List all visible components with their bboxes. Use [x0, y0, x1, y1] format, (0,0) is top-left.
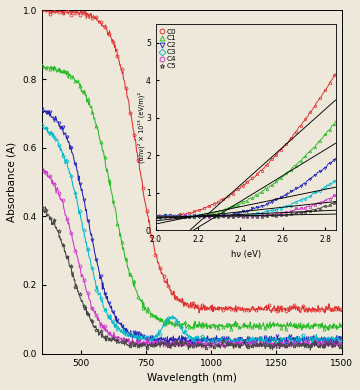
X-axis label: Wavelength (nm): Wavelength (nm): [147, 373, 237, 383]
Y-axis label: Absorbance (A): Absorbance (A): [7, 142, 17, 222]
